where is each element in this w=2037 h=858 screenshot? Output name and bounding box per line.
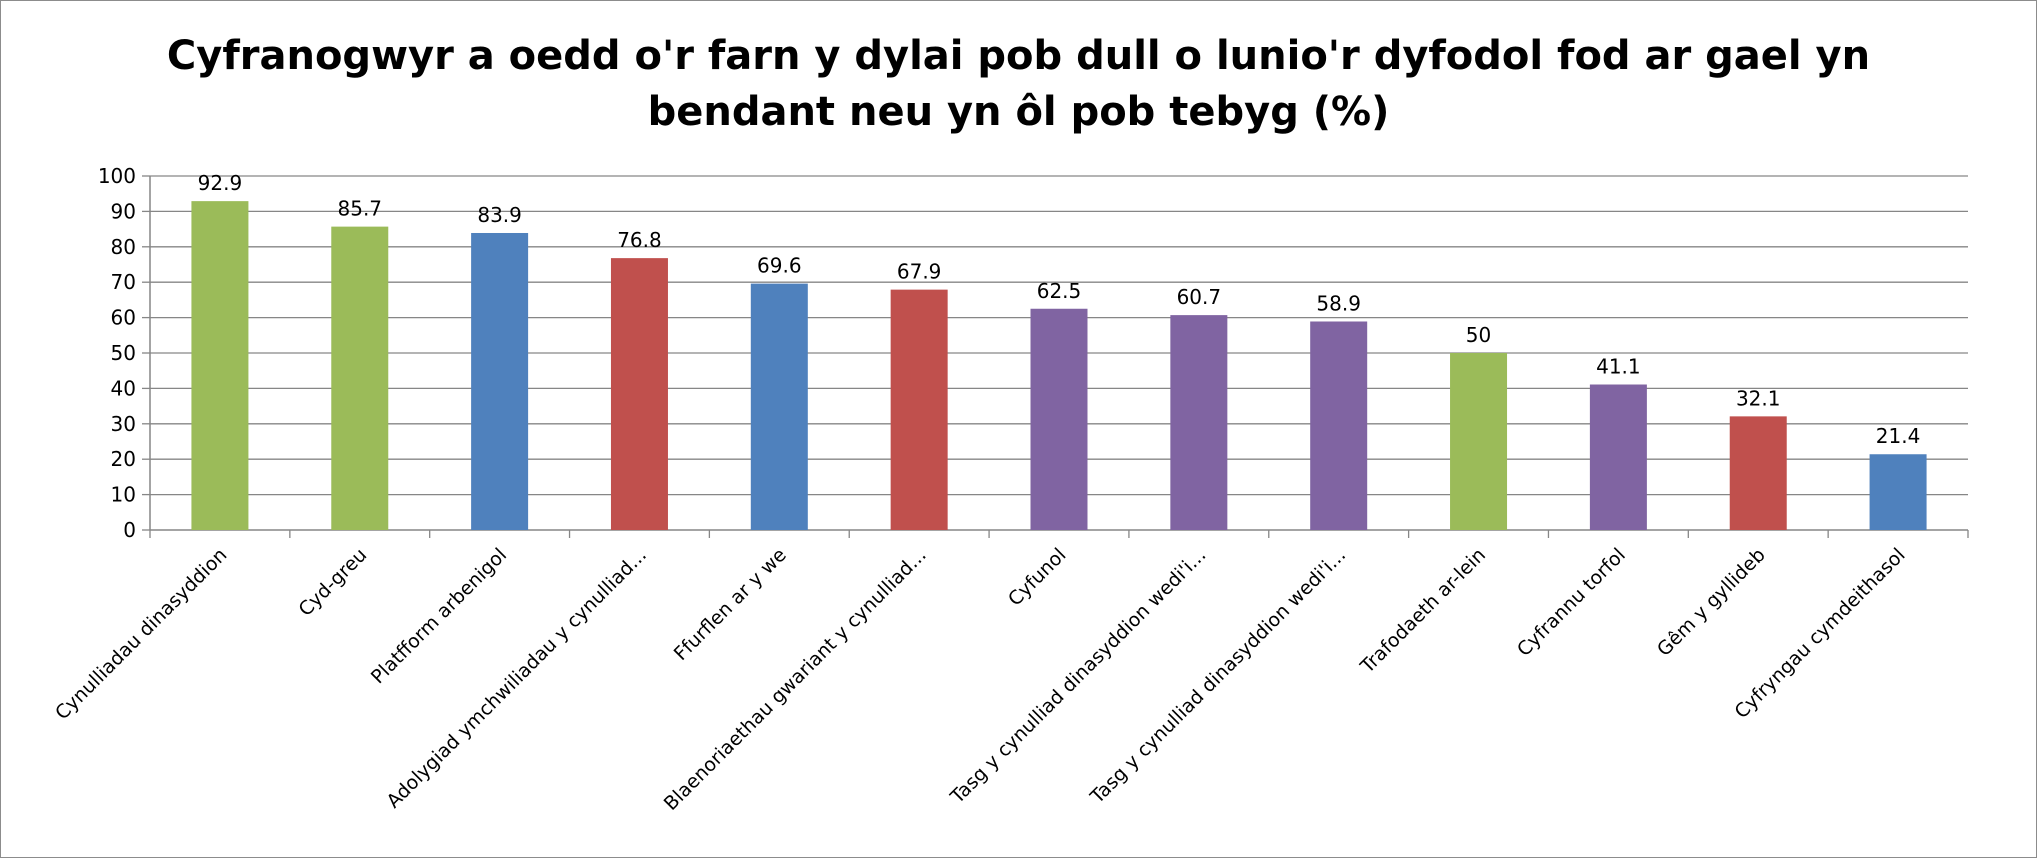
bar	[1030, 308, 1088, 530]
bar	[1450, 353, 1508, 530]
data-label: 21.4	[1876, 424, 1921, 448]
data-label: 41.1	[1596, 355, 1641, 379]
data-labels: 92.9 85.7 83.9 76.8 69.6 67.9 62.5 60.7 58.9 50 41…	[198, 171, 1921, 448]
bar	[610, 258, 668, 530]
chart-title-line-1: Cyfranogwyr a oedd o'r farn y dylai pob …	[166, 33, 1871, 79]
data-label: 76.8	[617, 228, 662, 252]
x-tick-label: Adolygiad ymchwiliadau y cynulliad...	[382, 544, 651, 813]
bar	[331, 226, 389, 530]
bars	[191, 201, 1927, 530]
y-tick-label: 40	[111, 376, 136, 400]
x-tick-label: Blaenoriaethau gwariant y cynulliad...	[660, 544, 931, 815]
bar	[1170, 315, 1228, 530]
data-label: 32.1	[1736, 386, 1781, 410]
data-label: 67.9	[897, 260, 942, 284]
bar	[471, 232, 529, 530]
bar	[750, 283, 808, 530]
data-label: 50	[1466, 323, 1491, 347]
bar	[1589, 384, 1647, 530]
data-label: 58.9	[1316, 291, 1361, 315]
y-tick-label: 80	[111, 235, 136, 259]
chart-title: Cyfranogwyr a oedd o'r farn y dylai pob …	[0, 28, 2037, 140]
bar	[1310, 321, 1368, 530]
data-label: 83.9	[477, 203, 522, 227]
bar	[890, 289, 948, 530]
bar	[1729, 416, 1787, 530]
y-tick-label: 0	[123, 518, 136, 542]
x-tick-label: Tasg y cynulliad dinasyddion wedi'i...	[1086, 544, 1351, 809]
y-axis-ticks: 0 10 20 30 40 50 60 70 80 90 100	[98, 164, 136, 542]
bar	[191, 201, 249, 530]
x-tick-label: Platfform arbenigol	[367, 544, 511, 688]
data-label: 60.7	[1177, 285, 1222, 309]
y-tick-label: 60	[111, 306, 136, 330]
x-tick-label: Gêm y gyllideb	[1653, 544, 1770, 661]
y-tick-label: 70	[111, 270, 136, 294]
x-tick-label: Tasg y cynulliad dinasyddion wedi'i...	[946, 544, 1211, 809]
x-tick-label: Ffurflen ar y we	[670, 544, 791, 665]
data-label: 69.6	[757, 254, 802, 278]
x-tick-label: Trafodaeth ar-lein	[1356, 544, 1490, 678]
x-tick-label: Cynulliadau dinasyddion	[51, 544, 231, 724]
y-tick-label: 50	[111, 341, 136, 365]
bar	[1869, 454, 1927, 530]
y-tick-label: 20	[111, 447, 136, 471]
data-label: 62.5	[1037, 279, 1082, 303]
y-tick-label: 100	[98, 164, 136, 188]
x-tick-label: Cyd-greu	[294, 544, 371, 621]
x-tick-label: Cyfunol	[1004, 544, 1071, 611]
y-tick-label: 90	[111, 199, 136, 223]
y-tick-label: 30	[111, 412, 136, 436]
x-tick-label: Cyfrannu torfol	[1513, 544, 1630, 661]
y-tick-label: 10	[111, 483, 136, 507]
x-axis-ticks: Cynulliadau dinasyddion Cyd-greuPlatfform…	[51, 544, 1910, 815]
data-label: 92.9	[198, 171, 243, 195]
chart-title-line-2: bendant neu yn ôl pob tebyg (%)	[647, 89, 1390, 135]
data-label: 85.7	[338, 197, 383, 221]
